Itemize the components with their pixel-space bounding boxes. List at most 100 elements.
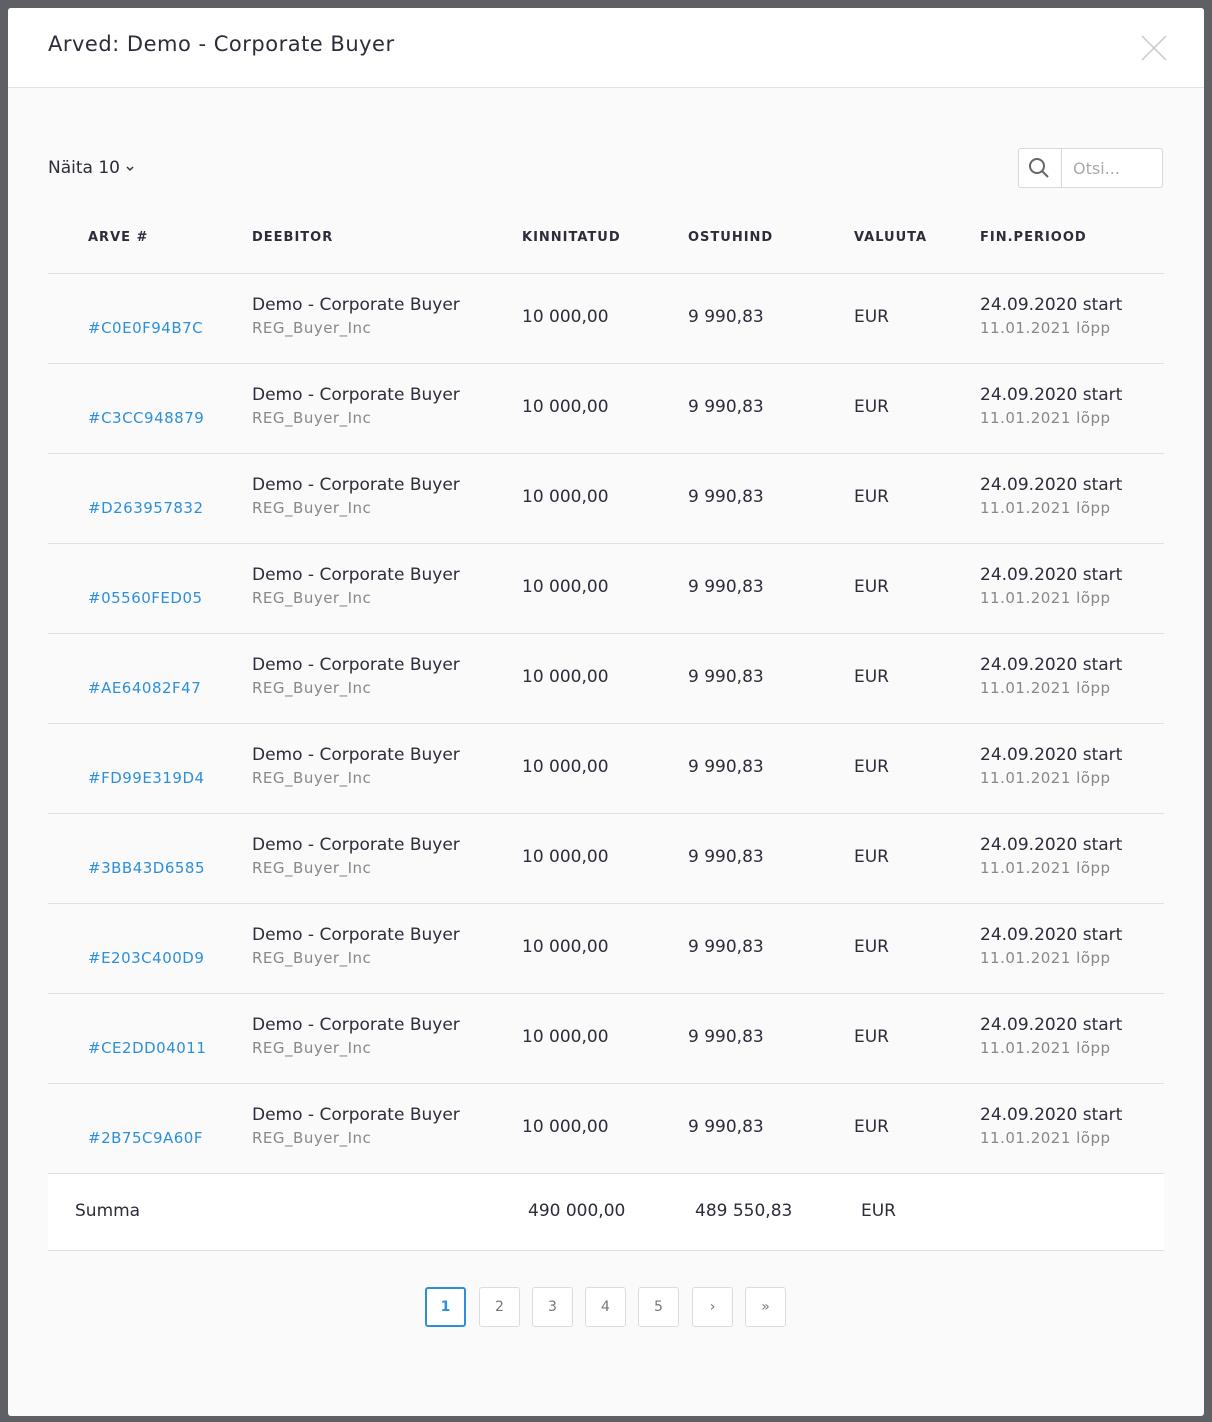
page-button[interactable]: 3 — [532, 1287, 573, 1327]
purchase-price: 9 990,83 — [688, 1027, 764, 1047]
summary-divider — [48, 1250, 1164, 1251]
debtor-reg: REG_Buyer_Inc — [252, 859, 372, 877]
search-box[interactable]: Otsi... — [1018, 148, 1163, 188]
currency: EUR — [854, 577, 889, 597]
column-header: OSTUHIND — [688, 230, 774, 245]
header-divider — [48, 273, 1164, 274]
period-start: 24.09.2020 start — [980, 385, 1123, 405]
period-end: 11.01.2021 lõpp — [980, 319, 1111, 337]
summary-price: 489 550,83 — [695, 1201, 793, 1221]
row-divider — [48, 723, 1164, 724]
currency: EUR — [854, 307, 889, 327]
debtor-name: Demo - Corporate Buyer — [252, 835, 460, 855]
period-end: 11.01.2021 lõpp — [980, 949, 1111, 967]
invoice-link[interactable]: #D263957832 — [88, 499, 204, 517]
period-start: 24.09.2020 start — [980, 475, 1123, 495]
purchase-price: 9 990,83 — [688, 667, 764, 687]
confirmed-amount: 10 000,00 — [522, 847, 609, 867]
currency: EUR — [854, 1027, 889, 1047]
debtor-reg: REG_Buyer_Inc — [252, 1039, 372, 1057]
period-start: 24.09.2020 start — [980, 295, 1123, 315]
confirmed-amount: 10 000,00 — [522, 1117, 609, 1137]
row-divider — [48, 633, 1164, 634]
currency: EUR — [854, 667, 889, 687]
period-end: 11.01.2021 lõpp — [980, 499, 1111, 517]
row-divider — [48, 903, 1164, 904]
page-button[interactable]: 1 — [425, 1287, 466, 1327]
debtor-reg: REG_Buyer_Inc — [252, 409, 372, 427]
confirmed-amount: 10 000,00 — [522, 397, 609, 417]
modal-header: Arved: Demo - Corporate Buyer — [8, 8, 1204, 88]
search-icon — [1029, 158, 1049, 178]
invoice-link[interactable]: #2B75C9A60F — [88, 1129, 203, 1147]
debtor-name: Demo - Corporate Buyer — [252, 565, 460, 585]
column-header: KINNITATUD — [522, 230, 621, 245]
period-start: 24.09.2020 start — [980, 745, 1123, 765]
period-end: 11.01.2021 lõpp — [980, 769, 1111, 787]
debtor-reg: REG_Buyer_Inc — [252, 589, 372, 607]
summary-label: Summa — [75, 1201, 141, 1221]
debtor-name: Demo - Corporate Buyer — [252, 1105, 460, 1125]
modal: Arved: Demo - Corporate Buyer Näita 10 O… — [8, 8, 1204, 1416]
confirmed-amount: 10 000,00 — [522, 577, 609, 597]
search-icon-box — [1019, 149, 1062, 187]
debtor-name: Demo - Corporate Buyer — [252, 385, 460, 405]
period-end: 11.01.2021 lõpp — [980, 589, 1111, 607]
debtor-name: Demo - Corporate Buyer — [252, 1015, 460, 1035]
close-button[interactable] — [1140, 34, 1168, 62]
period-end: 11.01.2021 lõpp — [980, 409, 1111, 427]
period-end: 11.01.2021 lõpp — [980, 1039, 1111, 1057]
purchase-price: 9 990,83 — [688, 937, 764, 957]
page-button[interactable]: » — [745, 1287, 786, 1327]
period-start: 24.09.2020 start — [980, 835, 1123, 855]
currency: EUR — [854, 397, 889, 417]
page-button[interactable]: 2 — [479, 1287, 520, 1327]
confirmed-amount: 10 000,00 — [522, 757, 609, 777]
column-header: VALUUTA — [854, 230, 928, 245]
invoice-link[interactable]: #CE2DD04011 — [88, 1039, 207, 1057]
row-divider — [48, 363, 1164, 364]
currency: EUR — [854, 1117, 889, 1137]
debtor-reg: REG_Buyer_Inc — [252, 319, 372, 337]
purchase-price: 9 990,83 — [688, 397, 764, 417]
confirmed-amount: 10 000,00 — [522, 937, 609, 957]
period-start: 24.09.2020 start — [980, 565, 1123, 585]
period-start: 24.09.2020 start — [980, 655, 1123, 675]
purchase-price: 9 990,83 — [688, 847, 764, 867]
invoice-link[interactable]: #E203C400D9 — [88, 949, 205, 967]
column-header: DEEBITOR — [252, 230, 334, 245]
row-divider — [48, 1083, 1164, 1084]
summary-row — [48, 1174, 1164, 1250]
row-divider — [48, 543, 1164, 544]
page-button[interactable]: 4 — [585, 1287, 626, 1327]
page-size-select[interactable]: Näita 10 — [48, 158, 135, 178]
period-start: 24.09.2020 start — [980, 1015, 1123, 1035]
page-size-label: Näita 10 — [48, 158, 120, 178]
invoice-link[interactable]: #C3CC948879 — [88, 409, 205, 427]
period-end: 11.01.2021 lõpp — [980, 1129, 1111, 1147]
row-divider — [48, 1173, 1164, 1174]
purchase-price: 9 990,83 — [688, 487, 764, 507]
debtor-name: Demo - Corporate Buyer — [252, 295, 460, 315]
currency: EUR — [854, 757, 889, 777]
invoice-link[interactable]: #FD99E319D4 — [88, 769, 205, 787]
invoice-link[interactable]: #3BB43D6585 — [88, 859, 206, 877]
debtor-reg: REG_Buyer_Inc — [252, 949, 372, 967]
chevron-icon — [126, 166, 134, 172]
invoice-link[interactable]: #05560FED05 — [88, 589, 203, 607]
debtor-name: Demo - Corporate Buyer — [252, 745, 460, 765]
page-button[interactable]: 5 — [638, 1287, 679, 1327]
debtor-reg: REG_Buyer_Inc — [252, 769, 372, 787]
invoice-link[interactable]: #C0E0F94B7C — [88, 319, 204, 337]
search-placeholder: Otsi... — [1073, 159, 1120, 178]
row-divider — [48, 993, 1164, 994]
period-end: 11.01.2021 lõpp — [980, 859, 1111, 877]
confirmed-amount: 10 000,00 — [522, 1027, 609, 1047]
invoice-link[interactable]: #AE64082F47 — [88, 679, 202, 697]
period-end: 11.01.2021 lõpp — [980, 679, 1111, 697]
page-button[interactable]: › — [692, 1287, 733, 1327]
currency: EUR — [854, 487, 889, 507]
debtor-reg: REG_Buyer_Inc — [252, 1129, 372, 1147]
summary-confirmed: 490 000,00 — [528, 1201, 626, 1221]
